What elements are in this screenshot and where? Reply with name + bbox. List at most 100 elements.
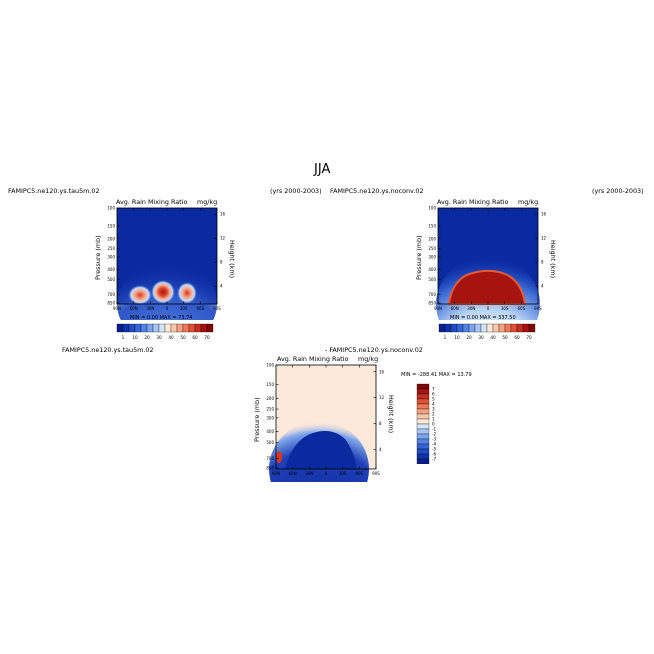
panel3-colorbar-label: 2 <box>432 412 435 417</box>
panel3-colorbar-cell <box>416 418 430 425</box>
panel1-ytick-label: 850 <box>107 300 115 305</box>
panel2-xtick-label: 60S <box>518 306 526 311</box>
panel2-minmax: MIN = 0.00 MAX = 337.50 <box>450 315 516 321</box>
panel3-pos-spot <box>276 451 282 463</box>
panel2-years: (yrs 2000-2003) <box>592 187 644 195</box>
panel2-xtick-label: 30N <box>467 306 475 311</box>
panel1-ytick-label: 400 <box>107 267 115 272</box>
panel3-colorbar-cell <box>416 398 430 405</box>
panel2-colorbar-label: 1 <box>444 335 447 340</box>
panel1-colorbar-cell <box>206 323 214 333</box>
panel3-colorbar-cell <box>416 423 430 430</box>
panel3-y2tick-label: 4 <box>379 447 382 452</box>
panel3-y2tick-label: 12 <box>379 395 385 400</box>
panel1-xtick-label: 90S <box>213 306 221 311</box>
panel2-xtick-label: 90N <box>434 306 442 311</box>
panel1-ytick-label: 700 <box>107 292 115 297</box>
panel2-colorbar-label: 40 <box>490 335 496 340</box>
panel3-colorbar-label: -2 <box>432 432 437 437</box>
panel2-colorbar-label: 60 <box>514 335 520 340</box>
panel3-colorbar-cell <box>416 438 430 445</box>
panel1-y2tick-label: 12 <box>220 236 226 241</box>
panel3-colorbar-cell <box>416 413 430 420</box>
panel1-ytick-label: 250 <box>107 246 115 251</box>
panel1-case-name: FAMIPC5.ne120.ys.tau5m.02 <box>8 187 100 195</box>
panel1-y2tick-label: 4 <box>220 284 223 289</box>
panel3-ytick-label: 300 <box>266 415 274 420</box>
panel1-xtick-label: 60N <box>130 306 138 311</box>
panel1-peak-left <box>128 285 152 305</box>
panel2-variable-label: Avg. Rain Mixing Ratio <box>437 198 509 206</box>
panel1-y2tick-label: 16 <box>220 212 226 217</box>
panel1-colorbar-label: 70 <box>204 335 210 340</box>
panel2-y2tick-label: 4 <box>541 284 544 289</box>
panel3-colorbar-cell <box>416 383 430 390</box>
panel1-colorbar-label: 50 <box>180 335 186 340</box>
panel3-colorbar-label: 6 <box>432 392 435 397</box>
panel2-colorbar-label: 70 <box>526 335 532 340</box>
panel3-colorbar-label: 1 <box>432 417 435 422</box>
panel2-y2tick-label: 8 <box>541 260 544 265</box>
panel2-ytick-label: 850 <box>428 300 436 305</box>
panel2-ytick-label: 200 <box>428 236 436 241</box>
panel3-colorbar-label: -6 <box>432 452 437 457</box>
panel3-ytick-label: 850 <box>266 465 274 470</box>
panel2-y2tick-label: 16 <box>541 212 547 217</box>
page-title: JJA <box>314 162 331 177</box>
panel2-xtick-label: 30S <box>501 306 509 311</box>
panel3-neg-core <box>285 431 357 469</box>
panel3-colorbar-cell <box>416 403 430 410</box>
panel3-units: mg/kg <box>358 355 379 363</box>
panel3-colorbar-label: 3 <box>432 407 435 412</box>
panel2-ytick-label: 700 <box>428 292 436 297</box>
panel3-title: - FAMIPC5.ne120.ys.noconv.02 <box>325 346 423 354</box>
panel2-case-name: FAMIPC5.ne120.ys.noconv.02 <box>330 187 424 195</box>
panel1-y2tick-label: 8 <box>220 260 223 265</box>
panel3-colorbar-label: 0 <box>432 422 435 427</box>
panel3-ytick-label: 150 <box>266 382 274 387</box>
panel3-colorbar-label: -3 <box>432 437 437 442</box>
panel2-y2tick-label: 12 <box>541 236 547 241</box>
panel3-colorbar-label: 7 <box>432 387 435 392</box>
panel2-colorbar-label: 10 <box>454 335 460 340</box>
panel1-xtick-label: 90N <box>113 306 121 311</box>
panel1-ytick-label: 500 <box>107 277 115 282</box>
panel2-colorbar-label: 20 <box>466 335 472 340</box>
panel3-xtick-label: 90S <box>372 471 380 476</box>
panel2-ytick-label: 500 <box>428 277 436 282</box>
panel1-ytick-label: 200 <box>107 236 115 241</box>
panel2-ytick-label: 400 <box>428 267 436 272</box>
panel3-minmax: MIN = -288.41 MAX = 13.79 <box>401 372 472 378</box>
panel3-colorbar-cell <box>416 433 430 440</box>
panel1-peak-center <box>151 280 175 304</box>
panel1-xtick-label: 0 <box>166 306 169 311</box>
panel3-colorbar-cell <box>416 448 430 455</box>
panel1-ytick-label: 150 <box>107 223 115 228</box>
panel3-colorbar-cell <box>416 428 430 435</box>
panel3-ytick-label: 200 <box>266 396 274 401</box>
panel1-xtick-label: 30S <box>180 306 188 311</box>
panel1-colorbar: 1 10 20 30 40 50 60 70 <box>116 323 214 340</box>
panel1-colorbar-label: 20 <box>144 335 150 340</box>
panel1-colorbar-label: 60 <box>192 335 198 340</box>
panel1-ytick-label: 300 <box>107 254 115 259</box>
panel2-xtick-label: 90S <box>534 306 542 311</box>
panel3-xtick-label: 60N <box>289 471 297 476</box>
panel3-xtick-label: 30N <box>305 471 313 476</box>
panel3-colorbar-cell <box>416 393 430 400</box>
panel3-xtick-label: 30S <box>339 471 347 476</box>
panel3-y2tick-label: 16 <box>379 369 385 374</box>
panel3-y2tick-label: 8 <box>379 421 382 426</box>
panel3-colorbar-cell <box>416 408 430 415</box>
panel3-colorbar-label: 4 <box>432 402 435 407</box>
panel3-colorbar-cell <box>416 453 430 460</box>
panel2-peak <box>447 269 527 305</box>
panel3-variable-label: Avg. Rain Mixing Ratio <box>277 355 349 363</box>
panel2-ytick-label: 250 <box>428 246 436 251</box>
panel1-peak-right <box>177 282 197 304</box>
panel1-xtick-label: 60S <box>197 306 205 311</box>
panel3-colorbar-cell <box>416 458 430 464</box>
